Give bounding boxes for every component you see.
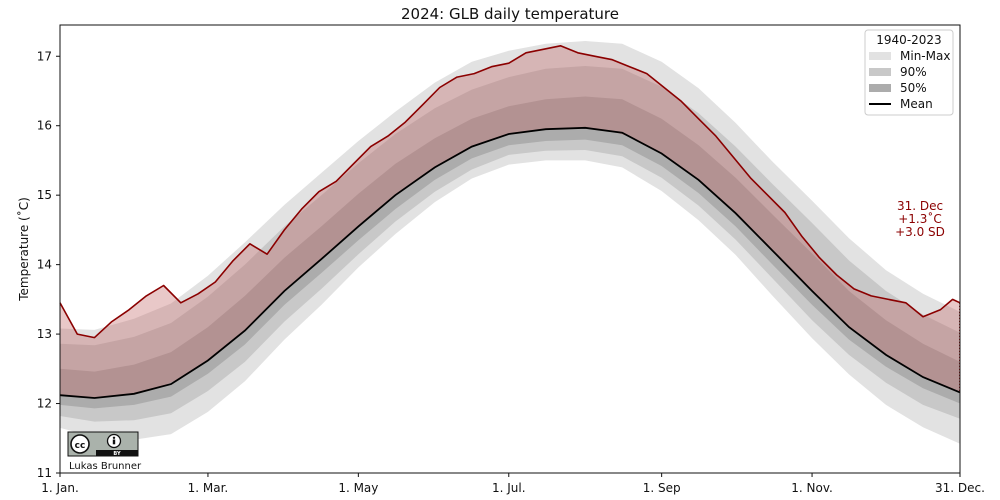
plot-frame	[59, 24, 961, 474]
x-tick-label: 1. May	[338, 481, 378, 495]
last-day-annotation: 31. Dec +1.3˚C +3.0 SD	[895, 199, 945, 239]
credit-author: Lukas Brunner	[69, 461, 142, 472]
x-axis: 1. Jan. 1. Mar. 1. May 1. Jul. 1. Sep 1. Nov.…	[41, 473, 985, 495]
x-tick-label: 1. Sep	[643, 481, 681, 495]
legend-box	[864, 29, 954, 116]
current-year-anomaly-fill	[60, 45, 960, 399]
y-axis: 11 12 13 14 15 16 17	[37, 49, 60, 480]
anomaly-fill	[60, 45, 960, 399]
y-tick-label: 13	[37, 327, 52, 341]
chart-title: 2024: GLB daily temperature	[401, 5, 619, 23]
x-tick-label: 1. Mar.	[188, 481, 229, 495]
legend: 1940-2023 Min-Max 90% 50% Mean	[864, 29, 954, 116]
cc-by-icon: cc BY	[67, 431, 139, 457]
climatology-mean-line	[59, 126, 961, 399]
legend-entry: Min-Max	[869, 49, 950, 63]
legend-entry: 50%	[869, 81, 927, 95]
y-tick-label: 16	[37, 119, 52, 133]
last-day-sd: +3.0 SD	[895, 225, 945, 239]
band-90	[60, 66, 960, 422]
y-tick-label: 17	[37, 49, 52, 63]
x-tick-label: 1. Nov.	[791, 481, 833, 495]
current-year-line	[59, 45, 961, 393]
x-tick-label: 1. Jan.	[41, 481, 79, 495]
legend-label: Mean	[900, 97, 933, 111]
last-day-anomaly: +1.3˚C	[898, 211, 942, 226]
credit: cc BY Lukas Brunner	[67, 431, 142, 472]
legend-label: 50%	[900, 81, 927, 95]
x-tick-label: 31. Dec.	[935, 481, 985, 495]
legend-swatch	[869, 84, 891, 92]
y-tick-label: 12	[37, 397, 52, 411]
x-tick-label: 1. Jul.	[492, 481, 526, 495]
band-min-max	[60, 41, 960, 444]
legend-swatch	[869, 52, 891, 60]
license-badge-text: BY	[113, 451, 121, 457]
y-axis-label: Temperature (˚C)	[16, 197, 31, 302]
last-day-date: 31. Dec	[897, 199, 943, 213]
svg-text:cc: cc	[75, 441, 86, 451]
y-tick-label: 14	[37, 258, 52, 272]
legend-label: 90%	[900, 65, 927, 79]
band-50	[60, 96, 960, 409]
mean-line	[59, 126, 961, 399]
legend-swatch	[869, 68, 891, 76]
y-tick-label: 11	[37, 466, 52, 480]
climatology-bands	[60, 41, 960, 444]
y-tick-label: 15	[37, 188, 52, 202]
current-line	[59, 45, 961, 339]
legend-title: 1940-2023	[876, 33, 941, 47]
legend-entry: Mean	[869, 97, 933, 111]
legend-entry: 90%	[869, 65, 927, 79]
legend-label: Min-Max	[900, 49, 950, 63]
